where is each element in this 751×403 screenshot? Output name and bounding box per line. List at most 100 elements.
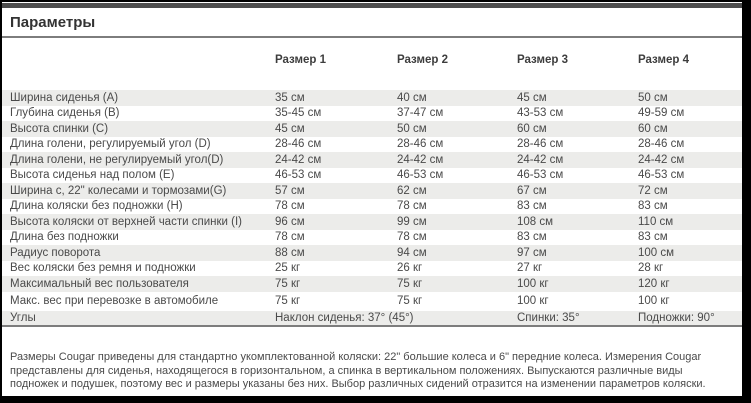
row-label: Длина коляски без подножки (H) <box>10 200 183 213</box>
cell-value: 28-46 см <box>397 138 444 151</box>
cell-value: 49-59 см <box>638 107 685 120</box>
table-row: Глубина сиденья (B) 35-45 см 37-47 см 43… <box>2 106 742 122</box>
cell-value: 88 см <box>275 246 305 259</box>
cell-value: 46-53 см <box>638 169 685 182</box>
table-row: Ширина сиденья (A) 35 см 40 см 45 см 50 … <box>2 90 742 106</box>
table-row: Длина голени, регулируемый угол (D) 28-4… <box>2 137 742 153</box>
table-row: Ширина с, 22" колесами и тормозами(G) 57… <box>2 183 742 199</box>
cell-value: 100 кг <box>638 295 670 307</box>
cell-value: 57 см <box>275 184 305 197</box>
cell-back-angle: Спинки: 35° <box>517 311 580 324</box>
cell-value: 100 кг <box>517 295 549 307</box>
page-title: Параметры <box>10 14 96 31</box>
cell-value: 108 см <box>517 215 554 228</box>
table-row: Длина коляски без подножки (H) 78 см 78 … <box>2 199 742 215</box>
cell-value: 100 кг <box>517 277 549 290</box>
cell-value: 35-45 см <box>275 107 322 120</box>
cell-value: 75 кг <box>275 295 301 307</box>
cell-value: 46-53 см <box>275 169 322 182</box>
cell-value: 78 см <box>397 231 427 244</box>
cell-value: 97 см <box>517 246 547 259</box>
cell-value: 45 см <box>275 122 305 135</box>
cell-value: 96 см <box>275 215 305 228</box>
column-header-size4: Размер 4 <box>638 54 690 66</box>
table-row-angles: Углы Наклон сиденья: 37° (45°) Спинки: 3… <box>2 310 742 327</box>
cell-value: 75 кг <box>275 277 301 290</box>
cell-value: 75 кг <box>397 295 423 307</box>
column-header-size1: Размер 1 <box>275 54 327 66</box>
cell-value: 62 см <box>397 184 427 197</box>
table-header-row: Размер 1 Размер 2 Размер 3 Размер 4 <box>2 50 742 70</box>
row-label: Глубина сиденья (B) <box>10 107 120 120</box>
row-label: Высота коляски от верхней части спинки (… <box>10 215 242 228</box>
cell-value: 40 см <box>397 91 427 104</box>
row-label: Высота спинки (C) <box>10 122 109 135</box>
cell-value: 46-53 см <box>517 169 564 182</box>
row-label: Длина без подножки <box>10 231 119 244</box>
table-row: Максимальный вес пользователя 75 кг 75 к… <box>2 276 742 292</box>
cell-value: 78 см <box>397 200 427 213</box>
title-accent-bar <box>2 3 742 8</box>
table-row: Длина голени, не регулируемый угол(D) 24… <box>2 152 742 168</box>
cell-value: 83 см <box>638 231 668 244</box>
row-label: Высота сиденья над полом (E) <box>10 169 175 182</box>
cell-value: 75 кг <box>397 277 423 290</box>
cell-value: 24-42 см <box>275 153 322 166</box>
page-content: Параметры Размер 1 Размер 2 Размер 3 Раз… <box>2 2 742 396</box>
cell-value: 94 см <box>397 246 427 259</box>
cell-value: 26 кг <box>397 262 423 275</box>
cell-value: 35 см <box>275 91 305 104</box>
spec-table: Ширина сиденья (A) 35 см 40 см 45 см 50 … <box>2 90 742 327</box>
cell-value: 72 см <box>638 184 668 197</box>
cell-value: 24-42 см <box>638 153 685 166</box>
footnote-text: Размеры Cougar приведены для стандартно … <box>10 351 706 390</box>
cell-value: 99 см <box>397 215 427 228</box>
cell-value: 24-42 см <box>517 153 564 166</box>
row-label: Длина голени, не регулируемый угол(D) <box>10 153 224 166</box>
cell-value: 28-46 см <box>638 138 685 151</box>
row-label: Ширина сиденья (A) <box>10 91 119 104</box>
cell-value: 110 см <box>638 215 674 228</box>
cell-seat-angle: Наклон сиденья: 37° (45°) <box>275 311 414 324</box>
row-label: Длина голени, регулируемый угол (D) <box>10 138 211 151</box>
table-row: Макс. вес при перевозке в автомобиле 75 … <box>2 292 742 311</box>
row-label: Максимальный вес пользователя <box>10 277 189 290</box>
cell-value: 83 см <box>517 200 547 213</box>
cell-footrest-angle: Подножки: 90° <box>638 311 715 324</box>
cell-value: 24-42 см <box>397 153 444 166</box>
cell-value: 45 см <box>517 91 547 104</box>
cell-value: 46-53 см <box>397 169 444 182</box>
cell-value: 60 см <box>517 122 547 135</box>
cell-value: 83 см <box>517 231 547 244</box>
cell-value: 28-46 см <box>275 138 322 151</box>
cell-value: 78 см <box>275 200 305 213</box>
cell-value: 50 см <box>638 91 668 104</box>
cell-value: 120 кг <box>638 277 670 290</box>
table-row: Длина без подножки 78 см 78 см 83 см 83 … <box>2 230 742 246</box>
column-header-size3: Размер 3 <box>517 54 569 66</box>
cell-value: 67 см <box>517 184 547 197</box>
cell-value: 78 см <box>275 231 305 244</box>
table-row: Высота спинки (C) 45 см 50 см 60 см 60 с… <box>2 121 742 137</box>
table-row: Высота сиденья над полом (E) 46-53 см 46… <box>2 168 742 184</box>
table-row: Высота коляски от верхней части спинки (… <box>2 214 742 230</box>
cell-value: 100 см <box>638 246 675 259</box>
cell-value: 28-46 см <box>517 138 564 151</box>
cell-value: 50 см <box>397 122 427 135</box>
table-row: Радиус поворота 88 см 94 см 97 см 100 см <box>2 245 742 261</box>
column-header-size2: Размер 2 <box>397 54 449 66</box>
table-row: Вес коляски без ремня и подножки 25 кг 2… <box>2 261 742 277</box>
row-label: Ширина с, 22" колесами и тормозами(G) <box>10 184 227 197</box>
row-label: Радиус поворота <box>10 246 101 259</box>
title-divider <box>2 36 742 38</box>
cell-value: 25 кг <box>275 262 301 275</box>
cell-value: 37-47 см <box>397 107 444 120</box>
cell-value: 83 см <box>638 200 668 213</box>
cell-value: 43-53 см <box>517 107 564 120</box>
cell-value: 27 кг <box>517 262 543 275</box>
cell-value: 28 кг <box>638 262 664 275</box>
row-label: Углы <box>10 311 36 324</box>
row-label: Макс. вес при перевозке в автомобиле <box>10 295 219 307</box>
cell-value: 60 см <box>638 122 668 135</box>
